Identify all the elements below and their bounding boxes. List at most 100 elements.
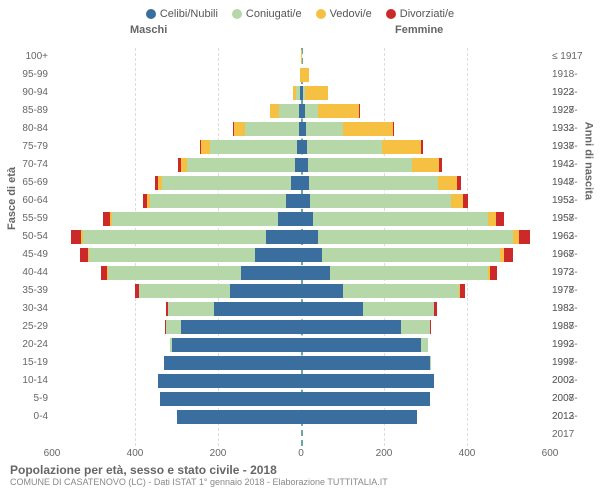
bar-segment-celibi (241, 266, 301, 280)
legend-swatch-icon (316, 9, 326, 19)
male-bar (178, 158, 301, 172)
bar-segment-vedovi (451, 194, 463, 208)
pyramid-row: 55-591958-1962 (52, 210, 550, 228)
legend-label: Vedovi/e (330, 8, 372, 20)
bar-segment-celibi (301, 212, 313, 226)
female-bar (301, 86, 328, 100)
bar-segment-vedovi (301, 68, 308, 82)
pyramid-row: 0-42013-2017 (52, 408, 550, 426)
age-label: 80-84 (12, 120, 48, 138)
bar-segment-divorziati (421, 140, 423, 154)
female-bar (301, 338, 428, 352)
bar-segment-divorziati (71, 230, 81, 244)
female-bar (301, 356, 430, 370)
bar-segment-divorziati (359, 104, 360, 118)
bar-segment-divorziati (504, 248, 513, 262)
age-label: 50-54 (12, 228, 48, 246)
bar-segment-vedovi (412, 158, 439, 172)
bar-segment-celibi (291, 176, 301, 190)
bar-segment-divorziati (496, 212, 504, 226)
bar-segment-coniugati (187, 158, 295, 172)
bar-segment-celibi (214, 302, 301, 316)
bar-segment-celibi (177, 410, 302, 424)
bar-segment-coniugati (166, 320, 181, 334)
bar-segment-coniugati (89, 248, 255, 262)
bar-segment-coniugati (318, 230, 513, 244)
male-bar (233, 122, 301, 136)
female-bar (301, 176, 461, 190)
bar-segment-divorziati (434, 302, 436, 316)
age-label: 10-14 (12, 372, 48, 390)
bar-segment-divorziati (103, 212, 110, 226)
chart-title: Popolazione per età, sesso e stato civil… (10, 463, 590, 477)
bar-segment-vedovi (201, 140, 209, 154)
pyramid-row: 40-441973-1977 (52, 264, 550, 282)
pyramid-row: 80-841933-1937 (52, 120, 550, 138)
pyramid-row: 10-142003-2007 (52, 372, 550, 390)
bar-segment-divorziati (457, 176, 461, 190)
bar-segment-coniugati (343, 284, 459, 298)
male-bar (80, 248, 301, 262)
female-bar (301, 374, 434, 388)
male-bar (165, 320, 301, 334)
pyramid-row: 100+≤ 1917 (52, 48, 550, 66)
bar-segment-celibi (301, 284, 343, 298)
male-bar (164, 356, 301, 370)
pyramid-row: 65-691948-1952 (52, 174, 550, 192)
bar-segment-celibi (301, 374, 434, 388)
chart-footer: Popolazione per età, sesso e stato civil… (10, 463, 590, 487)
bar-segment-divorziati (430, 320, 431, 334)
male-bar (177, 410, 302, 424)
bar-segment-divorziati (463, 194, 468, 208)
pyramid-row: 5-92008-2012 (52, 390, 550, 408)
male-bar (160, 392, 301, 406)
male-bar (200, 140, 301, 154)
bar-segment-vedovi (234, 122, 244, 136)
bar-segment-divorziati (519, 230, 531, 244)
age-label: 90-94 (12, 84, 48, 102)
bar-segment-coniugati (307, 140, 382, 154)
age-label: 95-99 (12, 66, 48, 84)
male-bar (103, 212, 301, 226)
bar-segment-celibi (181, 320, 301, 334)
pyramid-row: 30-341983-1987 (52, 300, 550, 318)
male-bar (158, 374, 301, 388)
age-label: 30-34 (12, 300, 48, 318)
age-label: 75-79 (12, 138, 48, 156)
bar-segment-coniugati (308, 158, 412, 172)
bar-segment-vedovi (301, 50, 302, 64)
legend: Celibi/NubiliConiugati/eVedovi/eDivorzia… (0, 0, 600, 24)
female-bar (301, 158, 442, 172)
female-bar (301, 140, 423, 154)
legend-item-vedovi: Vedovi/e (316, 8, 372, 20)
bar-segment-coniugati (108, 266, 241, 280)
male-bar (143, 194, 301, 208)
female-bar (301, 50, 302, 64)
bar-segment-coniugati (322, 248, 500, 262)
bar-segment-celibi (164, 356, 301, 370)
female-bar (301, 122, 394, 136)
pyramid-row: 60-641953-1957 (52, 192, 550, 210)
bar-segment-coniugati (168, 302, 214, 316)
bar-segment-coniugati (363, 302, 434, 316)
male-bar (170, 338, 301, 352)
x-tick-label: 400 (459, 448, 476, 459)
female-header: Femmine (395, 24, 443, 36)
age-label: 45-49 (12, 246, 48, 264)
x-tick-label: 600 (542, 448, 559, 459)
female-bar (301, 68, 309, 82)
bar-segment-celibi (301, 338, 421, 352)
bar-segment-vedovi (488, 212, 496, 226)
x-axis: 6004002000200400600 (52, 448, 550, 462)
bar-segment-coniugati (279, 104, 300, 118)
bar-segment-coniugati (313, 212, 487, 226)
female-bar (301, 104, 360, 118)
bar-segment-coniugati (162, 176, 291, 190)
bar-segment-celibi (301, 356, 430, 370)
legend-item-celibi: Celibi/Nubili (146, 8, 218, 20)
bar-segment-coniugati (305, 104, 317, 118)
legend-label: Celibi/Nubili (160, 8, 218, 20)
bar-segment-coniugati (330, 266, 488, 280)
age-label: 40-44 (12, 264, 48, 282)
female-bar (301, 194, 468, 208)
